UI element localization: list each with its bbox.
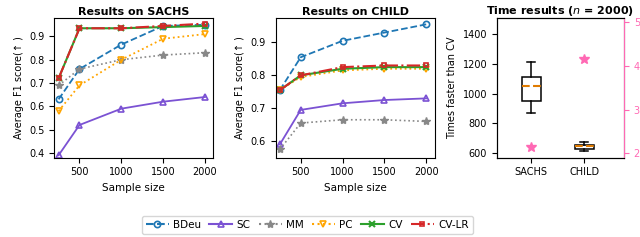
Y-axis label: Average F1 score(↑ ): Average F1 score(↑ ): [13, 36, 24, 139]
Title: Results on CHILD: Results on CHILD: [301, 7, 408, 17]
X-axis label: Sample size: Sample size: [324, 183, 387, 193]
Legend: BDeu, SC, MM, PC, CV, CV-LR: BDeu, SC, MM, PC, CV, CV-LR: [141, 216, 473, 234]
Bar: [575, 145, 593, 149]
X-axis label: Sample size: Sample size: [102, 183, 165, 193]
Bar: [522, 77, 541, 101]
Title: Results on SACHS: Results on SACHS: [78, 7, 189, 17]
Title: Time results ($\mathit{n}$ = 2000): Time results ($\mathit{n}$ = 2000): [486, 4, 634, 18]
Y-axis label: Times faster than CV: Times faster than CV: [447, 36, 457, 139]
Y-axis label: Average F1 score(↑ ): Average F1 score(↑ ): [235, 36, 245, 139]
